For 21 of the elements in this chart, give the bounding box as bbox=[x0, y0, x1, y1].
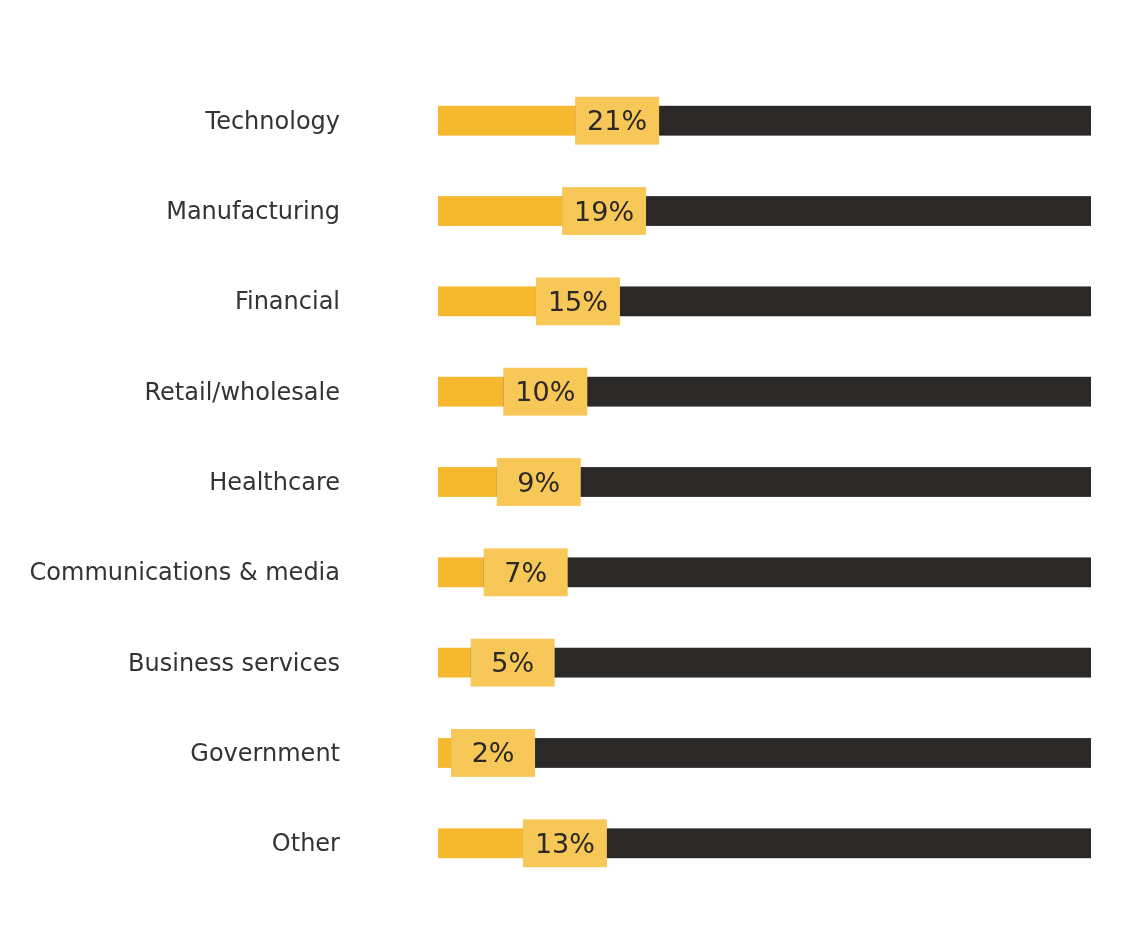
data-label: 2% bbox=[471, 737, 515, 769]
y-tick-label: Government bbox=[190, 738, 340, 767]
bar bbox=[438, 647, 471, 678]
y-tick-label: Financial bbox=[234, 287, 340, 316]
data-label: 5% bbox=[491, 647, 535, 679]
bar bbox=[438, 557, 484, 588]
y-tick-label: Manufacturing bbox=[166, 197, 340, 226]
y-tick-label: Other bbox=[271, 829, 341, 858]
y-tick-label: Technology bbox=[204, 106, 340, 135]
y-tick-label: Retail/wholesale bbox=[144, 377, 340, 406]
y-tick-label: Healthcare bbox=[209, 468, 340, 496]
data-label: 13% bbox=[534, 827, 595, 859]
data-label: 10% bbox=[515, 376, 576, 408]
data-label: 15% bbox=[547, 285, 608, 317]
bar bbox=[438, 738, 452, 768]
y-tick-label: Communications & media bbox=[29, 558, 340, 587]
y-tick-label: Business services bbox=[128, 648, 340, 677]
data-label: 9% bbox=[517, 466, 561, 498]
data-label: 19% bbox=[574, 195, 635, 227]
data-label: 21% bbox=[587, 105, 648, 137]
data-label: 7% bbox=[504, 556, 548, 588]
